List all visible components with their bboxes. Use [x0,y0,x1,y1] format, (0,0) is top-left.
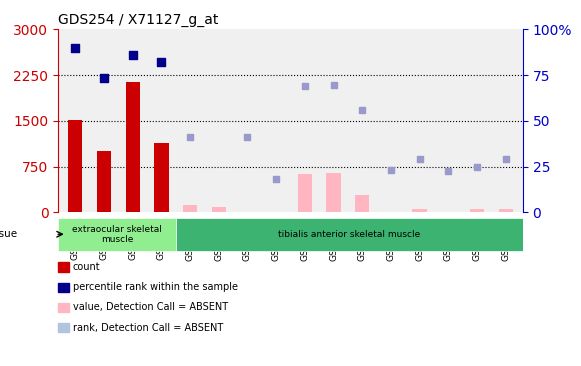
Point [386,167,396,172]
Point [357,107,367,113]
Bar [211,207,226,212]
Text: count: count [73,262,101,272]
Text: percentile rank within the sample: percentile rank within the sample [73,282,238,292]
Bar [355,195,370,212]
Text: tissue: tissue [0,229,17,239]
Point [472,164,482,169]
Bar [470,209,484,212]
Bar [183,205,198,212]
Bar [97,151,111,212]
Bar [297,175,312,212]
Text: tibialis anterior skeletal muscle: tibialis anterior skeletal muscle [278,230,421,239]
Point [444,168,453,174]
Point [243,134,252,140]
Point [157,59,166,65]
Point [501,156,510,161]
Bar [154,143,168,212]
Bar [125,82,140,212]
Bar [413,209,427,212]
Text: GDS254 / X71127_g_at: GDS254 / X71127_g_at [58,13,218,27]
Point [271,176,281,182]
Bar [327,173,340,212]
Text: value, Detection Call = ABSENT: value, Detection Call = ABSENT [73,302,228,313]
Point [185,134,195,140]
Text: extraocular skeletal
muscle: extraocular skeletal muscle [72,224,162,244]
Bar [68,120,83,212]
Bar [498,209,513,212]
FancyBboxPatch shape [58,218,175,251]
Point [300,83,310,89]
Point [128,52,137,58]
Point [99,75,109,81]
Text: rank, Detection Call = ABSENT: rank, Detection Call = ABSENT [73,322,223,333]
FancyBboxPatch shape [175,218,523,251]
Point [415,156,424,161]
Point [71,45,80,51]
Point [329,82,338,88]
